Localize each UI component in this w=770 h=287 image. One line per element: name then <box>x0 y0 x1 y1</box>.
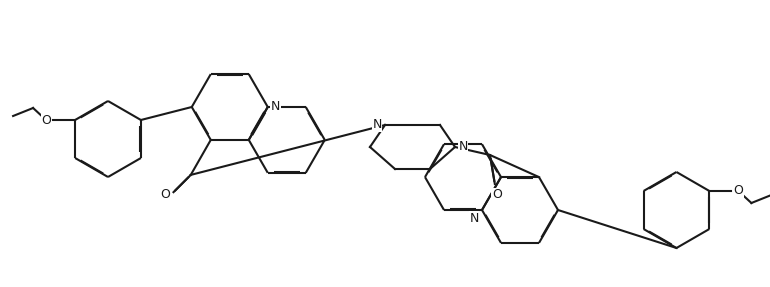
Text: N: N <box>271 100 280 113</box>
Text: N: N <box>373 119 382 131</box>
Text: O: O <box>734 185 743 197</box>
Text: O: O <box>492 189 502 201</box>
Text: N: N <box>469 212 479 224</box>
Text: O: O <box>160 188 169 201</box>
Text: O: O <box>41 113 51 127</box>
Text: N: N <box>458 141 467 154</box>
